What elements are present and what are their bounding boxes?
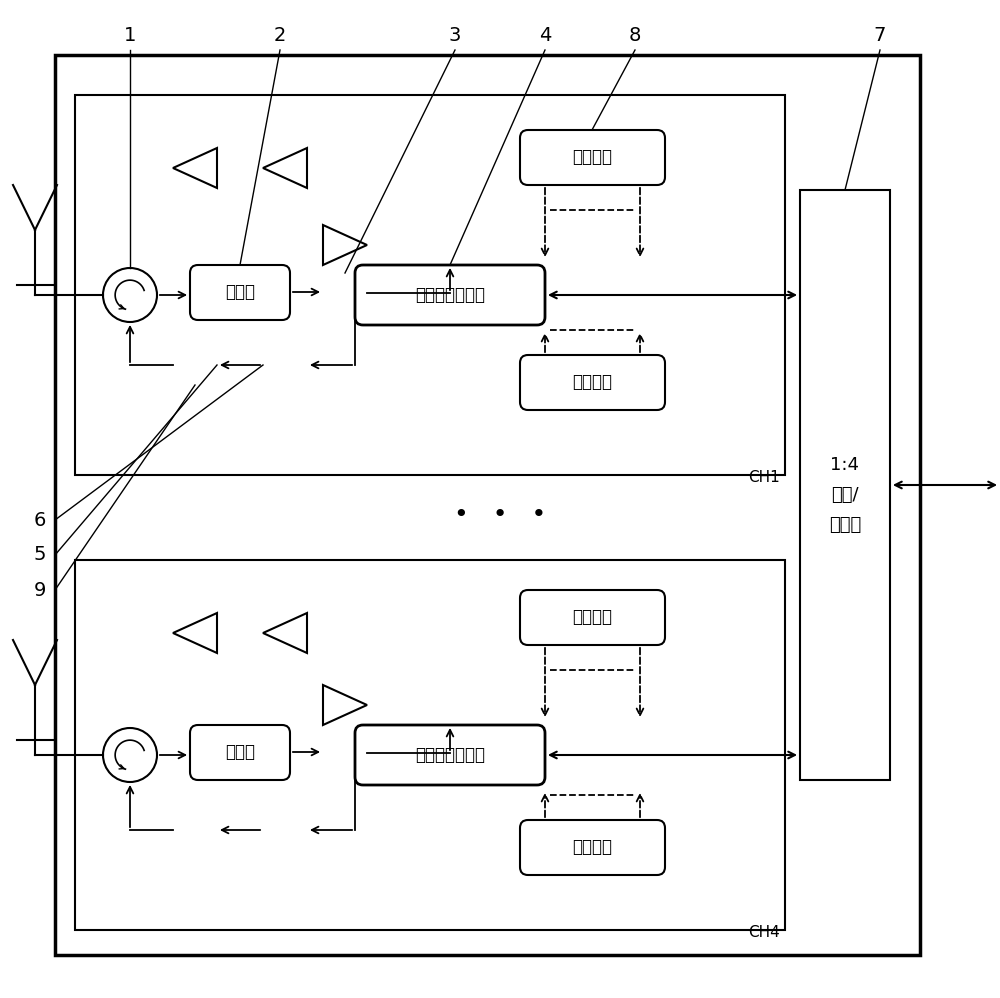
Text: 限幅器: 限幅器	[225, 283, 255, 301]
FancyBboxPatch shape	[190, 265, 290, 320]
Text: 9: 9	[34, 581, 46, 600]
Bar	[75, 95, 785, 475]
FancyBboxPatch shape	[520, 130, 665, 185]
Text: 7: 7	[874, 26, 886, 45]
Text: 电源调制: 电源调制	[572, 838, 612, 856]
Text: 1: 1	[124, 26, 136, 45]
FancyBboxPatch shape	[355, 265, 545, 325]
Text: •   •   •: • • •	[454, 503, 546, 527]
Text: 8: 8	[629, 26, 641, 45]
Text: 4: 4	[539, 26, 551, 45]
Text: 波控电路: 波控电路	[572, 608, 612, 626]
Text: CH1: CH1	[748, 470, 780, 485]
FancyBboxPatch shape	[355, 725, 545, 785]
Bar	[55, 55, 920, 955]
Text: 5: 5	[34, 546, 46, 565]
FancyBboxPatch shape	[520, 355, 665, 410]
Text: 功分/: 功分/	[831, 486, 859, 504]
Text: 幅相多功能电路: 幅相多功能电路	[415, 746, 485, 764]
Text: 6: 6	[34, 511, 46, 530]
Text: CH4: CH4	[748, 925, 780, 940]
Text: 3: 3	[449, 26, 461, 45]
Text: 2: 2	[274, 26, 286, 45]
FancyBboxPatch shape	[520, 590, 665, 645]
Bar	[800, 190, 890, 780]
Text: 波控电路: 波控电路	[572, 148, 612, 166]
Text: 合路器: 合路器	[829, 516, 861, 534]
Text: 限幅器: 限幅器	[225, 743, 255, 761]
Bar	[75, 560, 785, 930]
Text: 电源调制: 电源调制	[572, 373, 612, 391]
Text: 1:4: 1:4	[830, 456, 860, 474]
FancyBboxPatch shape	[190, 725, 290, 780]
FancyBboxPatch shape	[520, 820, 665, 875]
Text: 幅相多功能电路: 幅相多功能电路	[415, 286, 485, 304]
